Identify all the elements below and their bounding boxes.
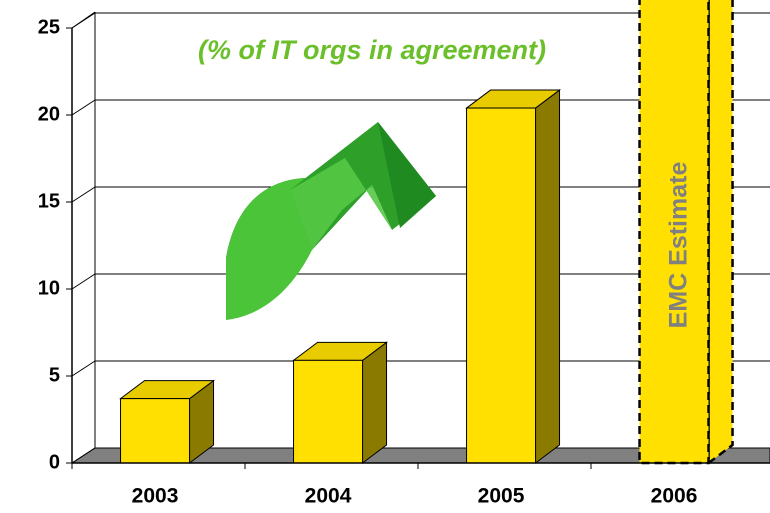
x-tick-label: 2003 xyxy=(132,485,179,508)
x-tick-label: 2005 xyxy=(478,485,525,508)
x-tick-label: 2006 xyxy=(651,485,698,508)
y-tick-label: 0 xyxy=(49,451,60,473)
y-tick-label: 25 xyxy=(38,16,60,38)
estimate-label: EMC Estimate xyxy=(665,162,693,329)
bar-front xyxy=(293,359,364,464)
bars xyxy=(119,0,734,466)
bar-side xyxy=(362,341,388,464)
grid-line xyxy=(71,360,96,377)
bar xyxy=(465,89,562,464)
grid-line xyxy=(71,447,96,464)
y-tick-label: 5 xyxy=(49,364,60,386)
bar-front xyxy=(120,398,191,464)
axis-edge xyxy=(71,11,96,29)
y-tick-label: 20 xyxy=(38,103,60,125)
y-tick-label: 10 xyxy=(38,277,60,299)
annotation: (% of IT orgs in agreement) xyxy=(198,35,546,65)
x-tick-label: 2004 xyxy=(305,485,352,508)
y-tick-label: 15 xyxy=(38,190,60,212)
bar xyxy=(119,379,216,464)
bar-side xyxy=(535,89,561,464)
bar-front xyxy=(638,0,710,465)
bar xyxy=(638,0,734,466)
bar xyxy=(292,341,389,464)
bar-side xyxy=(707,0,734,466)
grid-line xyxy=(71,99,96,116)
grid-line xyxy=(71,186,96,203)
growth-arrow xyxy=(226,122,436,320)
grid-line xyxy=(71,273,96,290)
bar-front xyxy=(466,107,537,464)
